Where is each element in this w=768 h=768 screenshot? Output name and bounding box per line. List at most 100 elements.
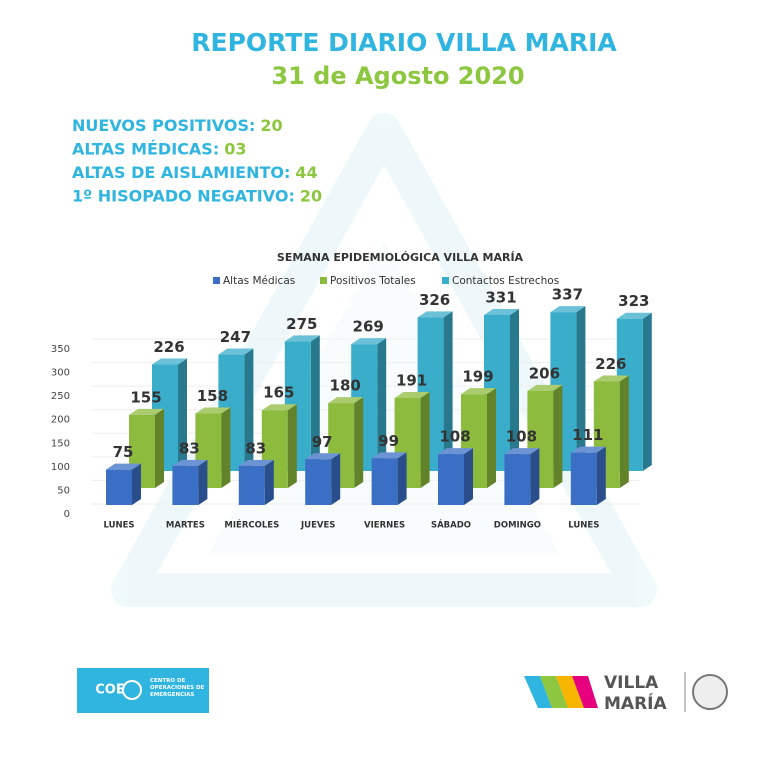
bar-side [132,463,141,505]
value-label: 331 [485,288,516,306]
legend-swatch [442,277,449,284]
bar-side [377,338,387,471]
date: 31 de Agosto 2020 [271,62,524,90]
legend-swatch [213,277,220,284]
bar-top [238,459,274,466]
bar-top [328,397,364,404]
bar-top [394,391,430,398]
bar-top [484,308,519,315]
bar-top [438,448,473,455]
coe-name-box: CENTRO DE OPERACIONES DE EMERGENCIAS [150,678,204,698]
bar-top [527,384,563,391]
bar-side [264,459,274,505]
value-label: 206 [529,364,560,382]
bar-top [284,335,320,342]
bar-side [619,375,629,488]
bar-top [106,463,141,470]
bar [570,452,597,505]
brand-line1: VILLA [604,673,659,693]
villa-maria-logo: VILLA MARÍA [524,672,728,714]
value-label: 326 [419,291,450,309]
stat-line: 1º HISOPADO NEGATIVO: 20 [72,186,322,205]
value-label: 99 [378,432,399,450]
bar-top [461,388,496,395]
x-tick-label: LUNES [568,521,599,531]
legend-label: Contactos Estrechos [452,275,559,287]
value-label: 75 [113,443,134,461]
value-label: 155 [130,388,161,406]
value-label: 83 [179,439,200,457]
y-tick-label: 50 [57,485,70,496]
y-tick-label: 250 [51,391,70,402]
bar-top [351,338,387,345]
chart: 0 50 100 150 200 250 300 350 Altas Médicas Positi… [51,275,652,531]
bar-side [596,446,606,505]
value-label: 158 [197,387,228,405]
value-label: 247 [220,328,251,346]
bar-side [464,448,473,505]
bar-top [172,459,208,466]
chart-title: SEMANA EPIDEMIOLÓGICA VILLA MARÍA [277,251,524,264]
bar-side [178,358,187,471]
bar [238,465,265,505]
bar [504,454,531,505]
stat-label: NUEVOS POSITIVOS: [72,116,255,135]
bar-side [287,404,297,488]
bar-top [417,311,453,318]
bar-side [420,391,430,488]
x-tick-label: JUEVES [300,521,335,531]
title: REPORTE DIARIO VILLA MARIA [191,28,617,57]
bar-side [198,459,208,505]
stat-line: ALTAS DE AISLAMIENTO: 44 [72,163,318,182]
value-label: 269 [353,318,384,336]
bar-top [570,446,606,453]
bar-top [129,408,164,415]
bar-side [443,311,453,471]
x-tick-label: DOMINGO [494,521,541,531]
bar-side [310,335,320,471]
x-tick-label: LUNES [103,521,134,531]
bar-top [152,358,187,365]
bar-side [530,448,540,505]
value-label: 191 [396,371,427,389]
stat-line: NUEVOS POSITIVOS: 20 [72,116,283,135]
value-label: 97 [312,433,333,451]
bar [438,454,464,505]
bar-side [244,348,254,471]
bar-top [550,306,586,313]
bar [371,458,398,505]
y-tick-label: 300 [51,368,70,379]
legend-label: Altas Médicas [223,275,295,287]
coe-short: COE [95,683,124,698]
bar-top [593,375,629,382]
bar-side [553,384,563,488]
bar-side [354,397,364,488]
bar-top [371,452,407,459]
value-label: 337 [552,286,583,304]
x-tick-label: MIÉRCOLES [224,519,279,531]
value-label: 199 [462,368,493,386]
y-tick-label: 150 [51,438,70,449]
x-tick-label: VIERNES [364,521,405,531]
bar-top [218,348,254,355]
value-label: 83 [245,439,266,457]
bar-side [576,306,586,471]
legend-swatch [320,277,327,284]
value-label: 165 [263,384,294,402]
bar-top [616,312,652,319]
bar-side [221,407,231,488]
bar-top [504,448,540,455]
value-label: 180 [330,377,361,395]
bar-top [195,407,231,414]
bar [106,469,132,505]
coe-logo: COE CENTRO DE OPERACIONES DE EMERGENCIAS [77,668,209,713]
bar [172,465,199,505]
value-label: 111 [572,426,603,444]
bar-side [642,312,652,471]
x-tick-label: MARTES [166,521,205,531]
bar-side [155,408,164,488]
y-tick-label: 100 [51,462,70,473]
